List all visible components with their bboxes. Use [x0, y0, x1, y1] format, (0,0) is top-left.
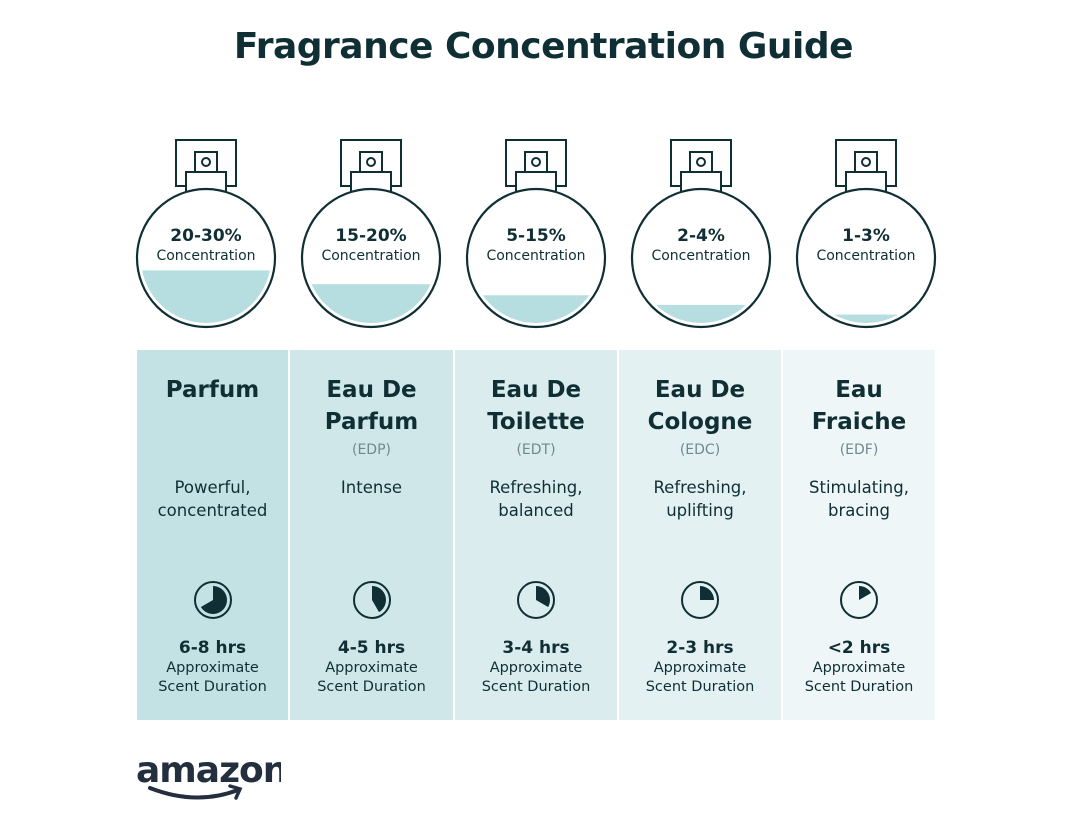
concentration-label: Concentration — [156, 248, 255, 264]
nozzle — [696, 157, 706, 167]
duration-caption: Approximate Scent Duration — [317, 660, 426, 695]
type-abbreviation: (EDF) — [839, 442, 879, 458]
duration-caption: Approximate Scent Duration — [158, 660, 267, 695]
type-description: Intense — [340, 478, 403, 497]
nozzle — [366, 157, 376, 167]
bottle: 15-20% Concentration — [300, 139, 442, 329]
type-abbreviation: (EDC) — [679, 442, 721, 458]
duration-value: <2 hrs — [827, 638, 891, 658]
type-description: Stimulating, bracing — [809, 478, 909, 520]
duration-caption: Approximate Scent Duration — [481, 660, 591, 695]
bottle-body — [795, 187, 937, 329]
clock-icon — [193, 581, 232, 619]
bottle-body — [630, 187, 772, 329]
type-column: Eau De Parfum (EDP) Intense 4-5 hrs Appro… — [290, 350, 453, 720]
concentration-label: Concentration — [816, 248, 915, 264]
sprayer — [524, 151, 548, 173]
clock-icon — [681, 581, 719, 619]
clock-icon — [352, 581, 391, 619]
logo-smile — [148, 786, 240, 800]
duration-value: 4-5 hrs — [337, 638, 406, 658]
type-description: Refreshing, uplifting — [653, 478, 747, 520]
duration-caption: Approximate Scent Duration — [804, 660, 914, 695]
sprayer — [194, 151, 218, 173]
type-name: Eau De Toilette — [487, 377, 585, 435]
bottles-row: 20-30%Concentration15-20%Concentration5-… — [135, 139, 937, 329]
type-description: Refreshing, balanced — [489, 478, 583, 520]
logo-text: amazon — [136, 750, 281, 791]
amazon-logo: amazon — [136, 750, 281, 800]
type-name: Eau Fraiche — [811, 377, 907, 435]
concentration-value: 5-15% — [506, 226, 566, 246]
type-column: Eau Fraiche (EDF) Stimulating, bracing <2 … — [783, 350, 935, 720]
duration-caption: Approximate Scent Duration — [645, 660, 755, 695]
sprayer — [689, 151, 713, 173]
type-description: Powerful, concentrated — [157, 478, 268, 520]
clock-fill — [859, 586, 872, 600]
concentration-value: 1-3% — [842, 226, 890, 246]
nozzle — [531, 157, 541, 167]
type-abbreviation: (EDP) — [352, 442, 391, 458]
clock-icon — [517, 581, 555, 619]
sprayer — [359, 151, 383, 173]
clock-fill — [700, 586, 714, 600]
page-title: Fragrance Concentration Guide — [233, 26, 854, 67]
sprayer — [854, 151, 878, 173]
bottle: 5-15% Concentration — [465, 139, 607, 329]
clock-fill — [536, 586, 550, 607]
type-name: Parfum — [165, 377, 260, 403]
concentration-value: 2-4% — [677, 226, 725, 246]
duration-value: 3-4 hrs — [502, 638, 570, 658]
clock-fill — [371, 586, 386, 613]
concentration-label: Concentration — [486, 248, 585, 264]
concentration-value: 20-30% — [170, 226, 241, 246]
type-name: Eau De Parfum — [324, 377, 419, 435]
clock-icon — [840, 581, 878, 619]
nozzle — [201, 157, 211, 167]
type-abbreviation: (EDT) — [516, 442, 556, 458]
bottle: 1-3% Concentration — [795, 139, 937, 329]
concentration-label: Concentration — [651, 248, 750, 264]
liquid-level — [141, 270, 271, 323]
type-name: Eau De Cologne — [647, 377, 753, 435]
concentration-value: 15-20% — [335, 226, 406, 246]
type-column: Parfum Powerful, concentrated 6-8 hrs App… — [137, 350, 288, 720]
liquid-level — [801, 314, 931, 323]
type-column: Eau De Toilette (EDT) Refreshing, balanced… — [455, 350, 617, 720]
type-column: Eau De Cologne (EDC) Refreshing, uplifting… — [619, 350, 781, 720]
bottle: 20-30% Concentration — [135, 139, 277, 329]
duration-value: 6-8 hrs — [178, 638, 247, 658]
nozzle — [861, 157, 871, 167]
clock-fill — [200, 586, 227, 614]
bottle-body — [465, 187, 607, 329]
bottle: 2-4% Concentration — [630, 139, 772, 329]
concentration-label: Concentration — [321, 248, 420, 264]
duration-value: 2-3 hrs — [666, 638, 734, 658]
liquid-level — [471, 295, 601, 323]
